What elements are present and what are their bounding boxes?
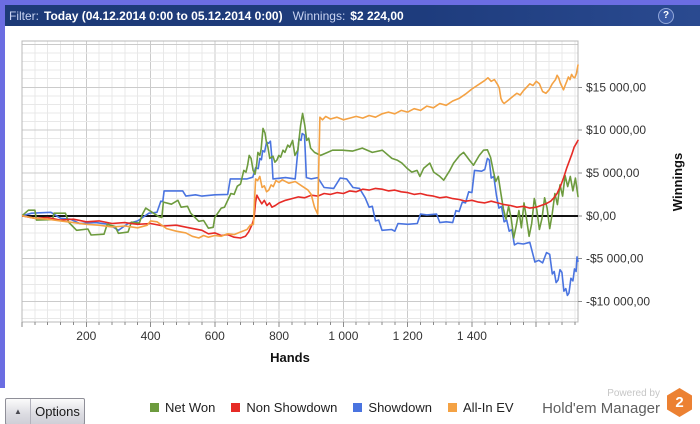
- series-line-showdown: [22, 132, 579, 297]
- window-top-border: [0, 0, 700, 5]
- brand-name: Hold'em Manager: [542, 400, 660, 417]
- legend-swatch-icon: [353, 403, 363, 412]
- legend-swatch-icon: [231, 403, 241, 412]
- legend-item-showdown: Showdown: [353, 400, 432, 415]
- options-collapse-arrow-icon: ▲: [6, 399, 31, 424]
- options-button[interactable]: ▲ Options: [5, 398, 85, 424]
- legend-item-non-showdown: Non Showdown: [231, 400, 337, 415]
- winnings-label: Winnings:: [292, 8, 346, 23]
- options-button-label: Options: [35, 404, 80, 419]
- x-tick-label: 600: [205, 329, 225, 343]
- y-tick-label: $10 000,00: [586, 123, 646, 137]
- series-line-non-showdown: [22, 139, 579, 239]
- y-tick-label: $5 000,00: [586, 166, 640, 180]
- y-axis-label: Winnings: [670, 153, 685, 211]
- powered-by-label: Powered by: [607, 388, 660, 399]
- chart-legend: Net Won Non Showdown Showdown All-In EV: [150, 400, 514, 415]
- legend-item-net-won: Net Won: [150, 400, 215, 415]
- x-tick-label: 200: [76, 329, 96, 343]
- powered-by-block: Powered by Hold'em Manager 2: [542, 388, 692, 417]
- legend-label: Showdown: [368, 400, 433, 415]
- legend-swatch-icon: [150, 403, 159, 412]
- legend-label: Non Showdown: [246, 400, 338, 415]
- y-tick-label: $0,00: [586, 209, 616, 223]
- legend-swatch-icon: [448, 403, 458, 412]
- x-tick-label: 1 200: [393, 329, 423, 343]
- x-tick-label: 1 400: [457, 329, 487, 343]
- x-axis-label: Hands: [270, 350, 310, 365]
- legend-label: All-In EV: [463, 400, 514, 415]
- hm2-logo-icon: 2: [667, 388, 692, 417]
- footer-bar: ▲ Options Net Won Non Showdown Showdown All…: [0, 388, 700, 424]
- winnings-value: $2 224,00: [350, 8, 404, 23]
- winnings-chart: 200 400 600 800 1 000 1 200 1 400 $15 000,00 $10…: [0, 26, 700, 398]
- x-tick-label: 800: [269, 329, 289, 343]
- window-left-border: [0, 5, 5, 397]
- winnings-graph-canvas: 200 400 600 800 1 000 1 200 1 400 $15 000,00 $10…: [21, 40, 685, 365]
- help-icon[interactable]: ?: [658, 7, 674, 24]
- filter-value: Today (04.12.2014 0:00 to 05.12.2014 0:0…: [44, 8, 283, 23]
- legend-label: Net Won: [165, 400, 216, 415]
- x-tick-label: 1 000: [328, 329, 358, 343]
- x-tick-label: 400: [141, 329, 161, 343]
- legend-item-all-in-ev: All-In EV: [448, 400, 514, 415]
- series-line-net-won: [22, 112, 579, 239]
- filter-label: Filter:: [9, 8, 39, 23]
- series-line-all-in-ev: [22, 64, 579, 239]
- y-tick-label: -$5 000,00: [586, 252, 644, 266]
- y-tick-label: $15 000,00: [586, 80, 646, 94]
- filter-bar: Filter: Today (04.12.2014 0:00 to 05.12.…: [5, 5, 700, 26]
- y-tick-label: -$10 000,00: [586, 294, 650, 308]
